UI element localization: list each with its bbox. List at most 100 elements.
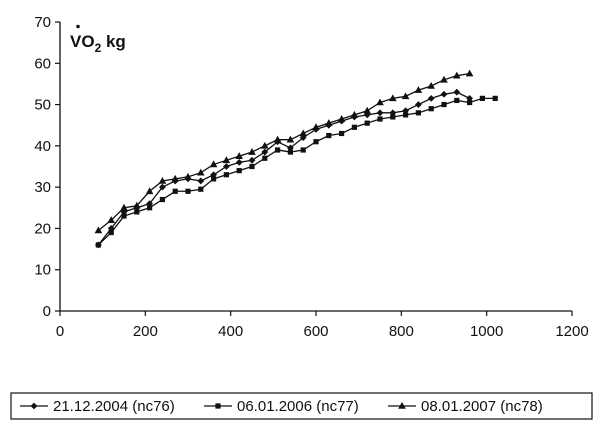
data-point [300,147,306,153]
data-point [185,188,191,194]
legend-marker [30,402,38,410]
y-tick-label: 10 [34,262,51,279]
legend-label: 08.01.2007 (nc78) [421,398,543,415]
data-point [223,163,230,170]
y-tick-label: 60 [34,55,51,72]
data-point [453,88,461,96]
data-point [262,155,268,161]
data-point [453,71,461,79]
data-point [159,196,165,203]
y-axis-label-main: VO [70,32,95,51]
x-tick-label: 0 [56,323,64,340]
data-point [440,90,448,98]
y-tick-label: 30 [34,179,51,196]
data-point [147,205,153,211]
x-tick-label: 400 [218,323,243,340]
y-tick-label: 0 [43,303,51,320]
data-point [159,183,166,191]
data-point [415,110,421,116]
x-tick-label: 600 [303,323,328,340]
legend-items: 21.12.2004 (nc76) 06.01.2006 (nc77) 08.01.… [20,398,543,415]
data-point [261,148,269,156]
y-tick-label: 50 [34,97,51,114]
data-point [492,95,498,101]
data-point [261,141,269,149]
data-point [465,69,474,77]
y-tick-label: 20 [34,220,51,237]
data-point [286,135,295,143]
data-point [414,86,423,93]
data-point [415,101,422,108]
data-point [184,172,192,180]
legend-label: 21.12.2004 (nc76) [53,398,175,415]
data-point [275,147,281,153]
x-tick-label: 800 [389,323,414,340]
y-axis-label-tail: kg [101,32,126,51]
data-point [287,149,293,155]
series-group [94,69,498,249]
data-point [210,171,217,179]
data-point [350,110,359,118]
data-point [364,120,370,126]
data-point [235,158,243,166]
data-point [479,95,485,101]
data-point [313,139,319,145]
data-point [133,201,141,209]
data-point [248,148,256,155]
data-point [326,132,332,139]
data-point [222,156,231,164]
data-point [172,188,178,194]
data-point [235,152,243,159]
data-point [467,99,473,106]
y-axis-label: VO2 kg [70,32,126,55]
data-point [158,176,167,184]
data-point [121,213,127,219]
data-point [248,156,256,164]
series-line [97,97,496,246]
data-point [401,92,410,100]
legend-marker [398,402,406,409]
data-point [440,75,448,83]
legend-box [10,392,593,420]
data-point [390,114,396,120]
data-point [236,168,242,174]
data-point [325,119,333,126]
data-point [171,174,179,182]
data-point [441,101,447,108]
y-axis-label-dot [76,24,80,29]
data-point [249,163,255,170]
data-point [197,177,205,185]
y-ticks: 0 10 20 30 40 50 60 70 [34,14,60,320]
data-point [94,226,103,234]
data-point [107,216,115,223]
legend-label: 06.01.2006 (nc77) [237,398,359,415]
y-tick-label: 70 [34,14,51,31]
data-point [427,94,435,102]
series-line [97,72,470,231]
data-point [376,109,384,117]
data-point [134,209,140,215]
data-point [351,124,357,130]
data-point [120,203,128,211]
data-point [454,97,460,104]
axes: 0 10 20 30 40 50 60 70 0 200 400 600 800 1000 1200 [34,14,588,340]
data-point [377,116,383,122]
data-point [376,98,384,106]
series-triangle [94,69,474,234]
legend-marker [215,403,221,409]
data-point [403,112,409,118]
data-point [95,242,101,248]
legend: 21.12.2004 (nc76) 06.01.2006 (nc77) 08.01.… [10,392,593,420]
data-point [198,186,204,192]
x-ticks: 0 200 400 600 800 1000 1200 [56,311,589,340]
x-tick-label: 1000 [470,323,503,340]
data-point [363,106,371,114]
x-tick-label: 200 [133,323,158,340]
data-point [273,135,282,143]
data-point [299,129,307,137]
data-point [223,172,229,178]
data-point [145,187,154,195]
data-point [339,130,345,137]
data-point [427,81,435,89]
